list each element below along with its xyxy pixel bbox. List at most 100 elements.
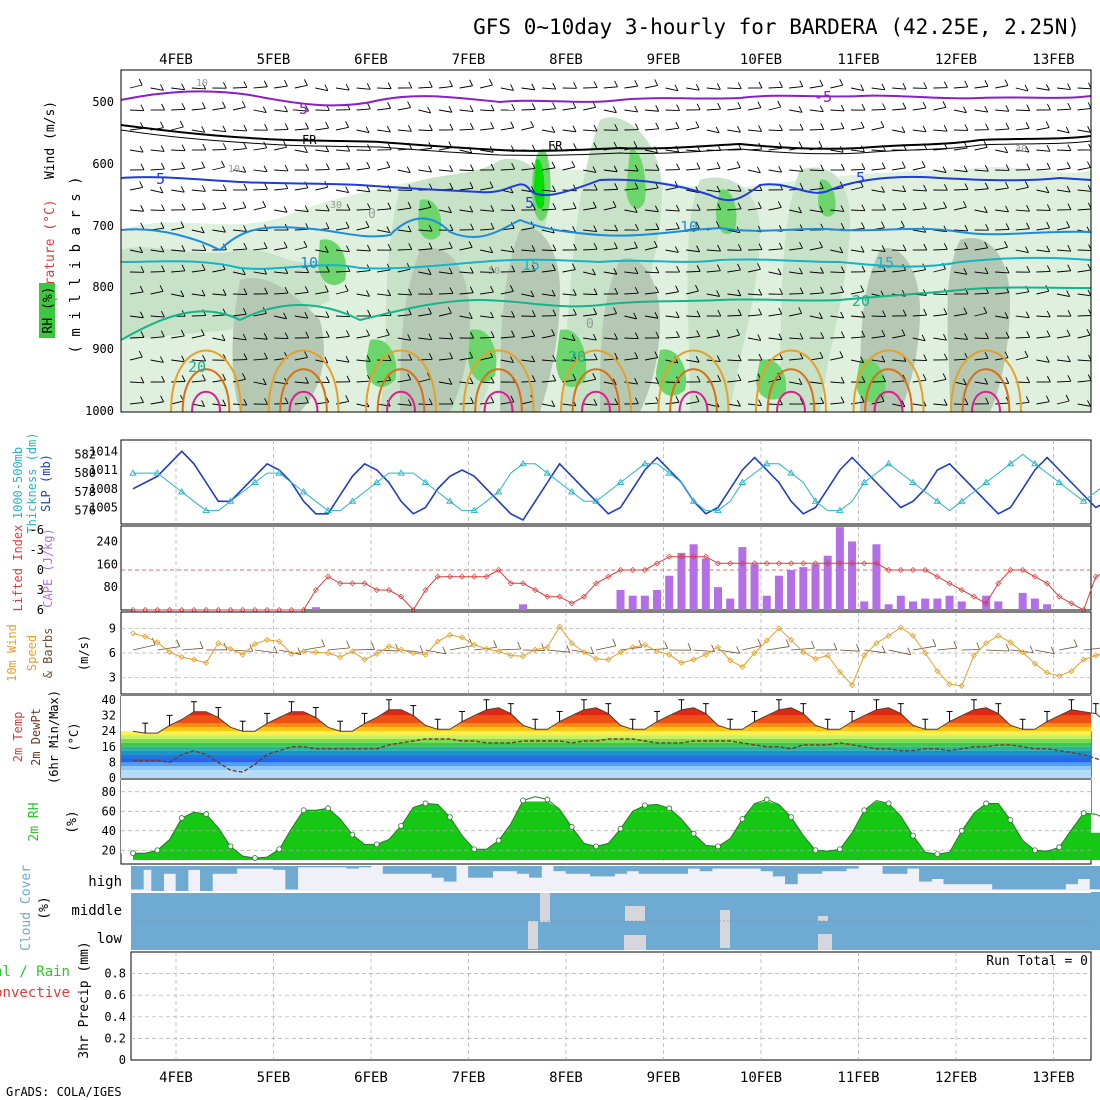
wind-barb	[727, 161, 741, 171]
li-point	[788, 560, 795, 567]
wind-point	[702, 651, 709, 658]
thickness-point	[470, 506, 479, 514]
wind-barb	[706, 102, 722, 111]
wind-point	[1031, 660, 1038, 667]
wind-point	[178, 654, 185, 661]
cloud-bar	[236, 866, 250, 869]
cloud-bar	[443, 892, 457, 921]
wind-barb	[253, 183, 268, 191]
wind-barb	[1015, 350, 1029, 361]
wind-barb	[129, 285, 144, 295]
li-tick: -3	[30, 543, 44, 557]
cape-axis-ticks: -6 -3 0 3 6 240 160 80	[30, 523, 118, 617]
wind-barb	[356, 102, 371, 111]
li-point	[1031, 573, 1038, 580]
cape-bar	[896, 595, 905, 610]
wind-barb	[809, 241, 823, 251]
wind-barb	[1015, 331, 1031, 339]
li-point	[373, 587, 380, 593]
wind-barb	[438, 378, 453, 385]
thickness-point	[1031, 459, 1039, 467]
wind-point	[995, 632, 1002, 639]
label-rh-10-b: 10	[228, 164, 240, 175]
label-5-a: 5	[156, 170, 165, 188]
wind-barb	[294, 205, 309, 213]
wind-barb	[356, 83, 371, 90]
thickness-point	[957, 497, 966, 504]
precip-tick: 0.6	[104, 988, 126, 1002]
wind-point	[556, 623, 563, 630]
thickness-tick: 578	[74, 485, 96, 499]
wind-barb	[500, 330, 515, 339]
thickness-point	[641, 459, 649, 467]
rh-tick: 80	[102, 785, 116, 799]
surface-barb	[791, 640, 815, 651]
cloud-bar	[395, 866, 408, 874]
wind-barb	[294, 146, 308, 153]
cloud-bar	[321, 866, 335, 868]
wind-barb	[706, 126, 720, 134]
wind-barb	[294, 240, 308, 251]
wind-barb	[438, 224, 454, 231]
cape-bar	[835, 527, 844, 610]
wind-barb	[521, 375, 536, 383]
wind-point	[483, 645, 490, 652]
thickness-point	[446, 497, 454, 504]
wind-barb	[830, 351, 844, 361]
wind-barb	[1015, 396, 1030, 405]
cloud-bar	[309, 892, 323, 921]
wind-barb	[850, 84, 865, 91]
wind-barb	[418, 106, 432, 114]
wind-point	[605, 656, 612, 663]
ylabel-10m-wind: 10m Wind	[5, 624, 19, 682]
wind-tick: 6	[109, 646, 116, 660]
wind-barb	[212, 225, 226, 233]
wind-point	[1056, 672, 1063, 680]
cloud-gap	[720, 910, 730, 948]
wind-barb	[624, 164, 639, 172]
thickness-point	[567, 488, 576, 495]
wind-barb	[541, 126, 556, 133]
rh-point	[300, 807, 307, 814]
wind-point	[471, 641, 478, 648]
label-20-c: 20	[852, 292, 870, 310]
li-point	[544, 593, 551, 600]
wind-point	[361, 656, 368, 663]
wind-barb	[871, 375, 886, 383]
wind-barb	[974, 182, 989, 191]
wind-barb	[1015, 311, 1030, 319]
wind-barb	[356, 355, 371, 362]
wind-barb	[995, 105, 1010, 112]
cloud-gap	[540, 892, 550, 922]
wind-barb	[974, 80, 989, 89]
wind-barb	[768, 100, 782, 111]
wind-point	[1019, 649, 1026, 656]
temp-band	[121, 742, 1091, 747]
cloud-bar	[334, 866, 347, 868]
wind-barb	[727, 102, 742, 111]
pressure-tick: 1000	[85, 404, 114, 418]
wind-barb	[294, 266, 310, 274]
wind-barb	[686, 83, 700, 91]
cloud-bar	[906, 892, 920, 921]
cloud-bar	[894, 866, 908, 874]
precip-grid	[131, 952, 1091, 1060]
cloud-bar	[468, 921, 481, 950]
wind-barb	[335, 284, 349, 295]
rh-point	[398, 822, 405, 829]
wind-barb	[418, 80, 433, 89]
cloud-bar	[882, 921, 896, 950]
wind-barb	[624, 352, 639, 361]
cloud-bar	[175, 866, 189, 892]
wind-barb	[892, 329, 906, 339]
wind-barb	[438, 267, 453, 275]
wind-point	[422, 651, 429, 658]
arch-magenta	[386, 390, 416, 412]
wind-barb	[1077, 328, 1091, 339]
ylabel-minmax: (6hr Min/Max)	[47, 690, 61, 784]
cloud-bar	[638, 866, 652, 874]
cloud-bar	[602, 866, 615, 877]
li-point	[593, 580, 600, 587]
cloud-bar	[260, 866, 274, 869]
cloud-bar	[175, 892, 189, 921]
